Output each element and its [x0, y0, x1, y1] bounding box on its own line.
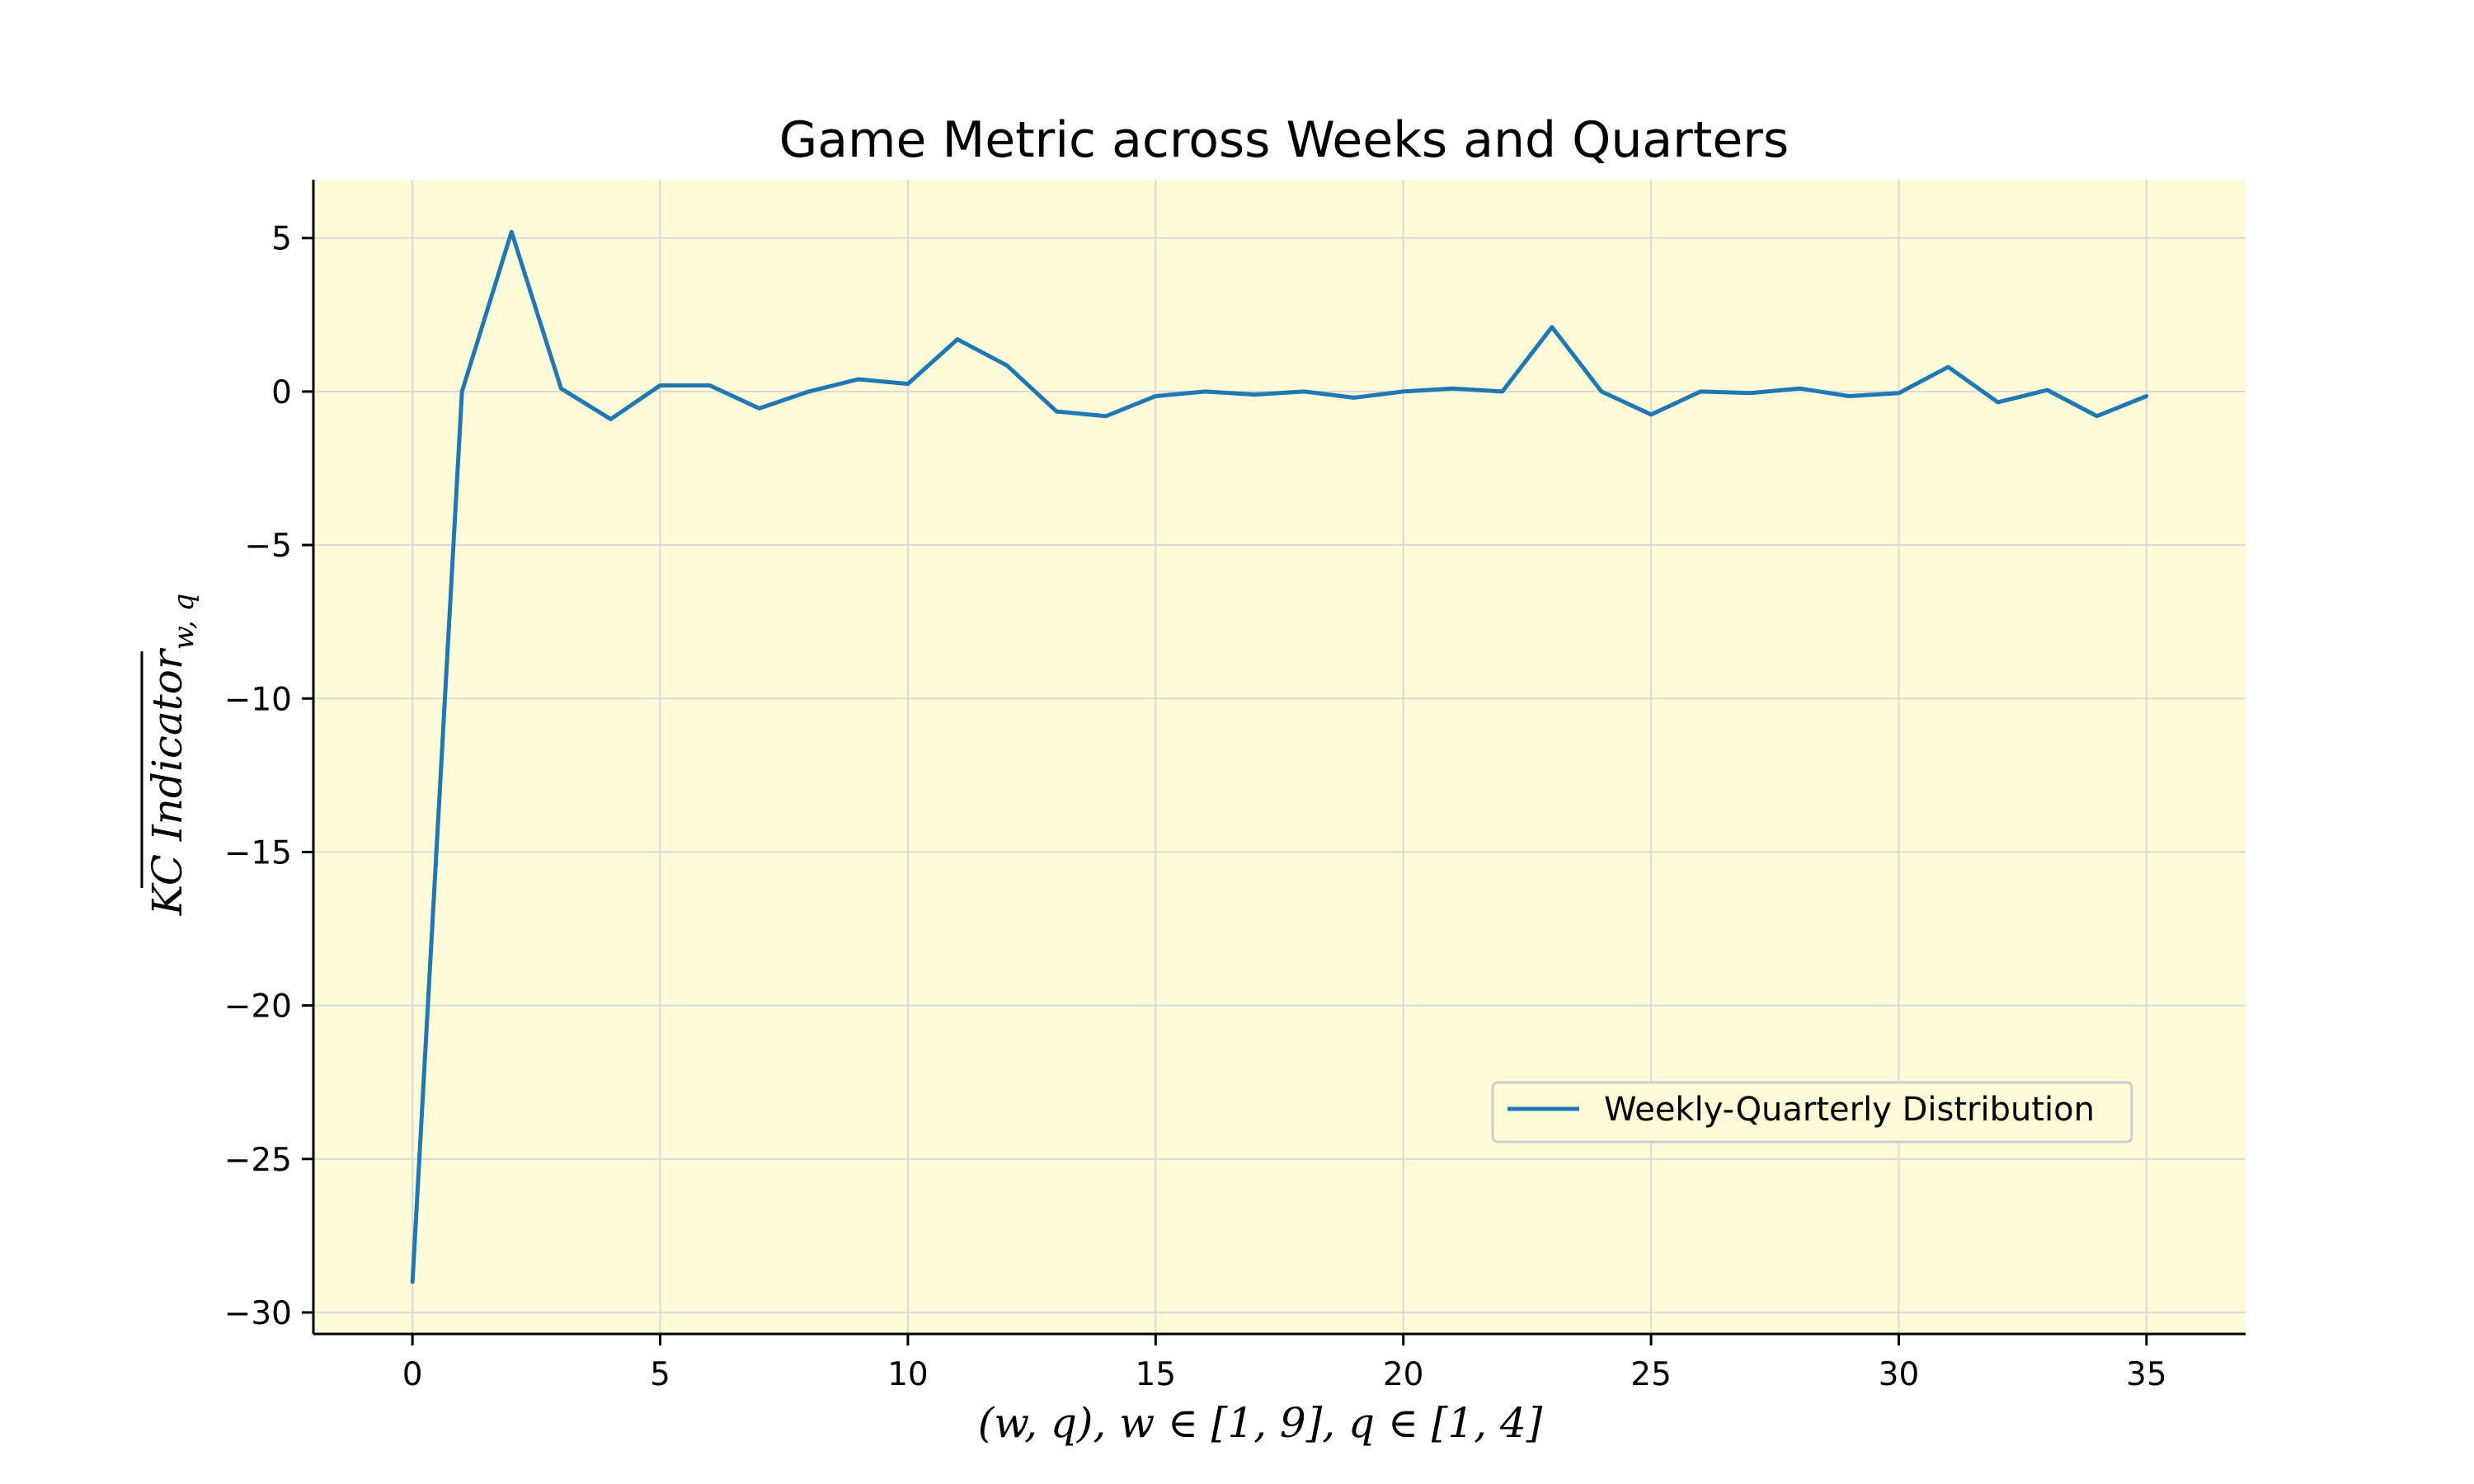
x-tick-label: 15 [1135, 1356, 1176, 1393]
y-axis-label-main: KC Indicator [143, 647, 191, 916]
y-axis-label-subscript: w, q [167, 594, 200, 650]
chart-title: Game Metric across Weeks and Quarters [779, 111, 1789, 169]
x-tick-label: 25 [1630, 1356, 1672, 1393]
y-tick-label: −25 [224, 1142, 292, 1179]
y-tick-label: 0 [271, 374, 292, 411]
plot-area [313, 180, 2246, 1334]
x-tick-label: 5 [650, 1356, 670, 1393]
y-tick-label: −5 [245, 528, 293, 565]
series-line [410, 229, 2149, 1284]
y-tick-label: −10 [224, 681, 292, 718]
y-tick-label: −15 [224, 834, 292, 871]
y-tick-label: −20 [224, 989, 292, 1026]
x-tick-label: 30 [1879, 1356, 1920, 1393]
x-tick-label: 0 [402, 1356, 423, 1393]
x-tick-label: 10 [887, 1356, 929, 1393]
x-tick-label: 35 [2126, 1356, 2167, 1393]
x-tick-label: 20 [1383, 1356, 1424, 1393]
y-tick-label: −30 [224, 1295, 292, 1332]
y-axis-label: KC Indicatorw, q [143, 594, 200, 916]
x-axis-label: (w, q), w ∈ [1, 9], q ∈ [1, 4] [978, 1399, 1543, 1447]
legend-label: Weekly-Quarterly Distribution [1604, 1091, 2095, 1129]
legend-box [1491, 1081, 2133, 1144]
grid-lines [313, 180, 2246, 1334]
x-ticks: 0 5 10 15 20 25 30 35 [402, 1334, 2167, 1393]
legend: Weekly-Quarterly Distribution [1491, 1081, 2133, 1144]
y-ticks: 5 0 −5 −10 −15 −20 −25 −30 [224, 221, 313, 1332]
y-tick-label: 5 [271, 221, 292, 258]
